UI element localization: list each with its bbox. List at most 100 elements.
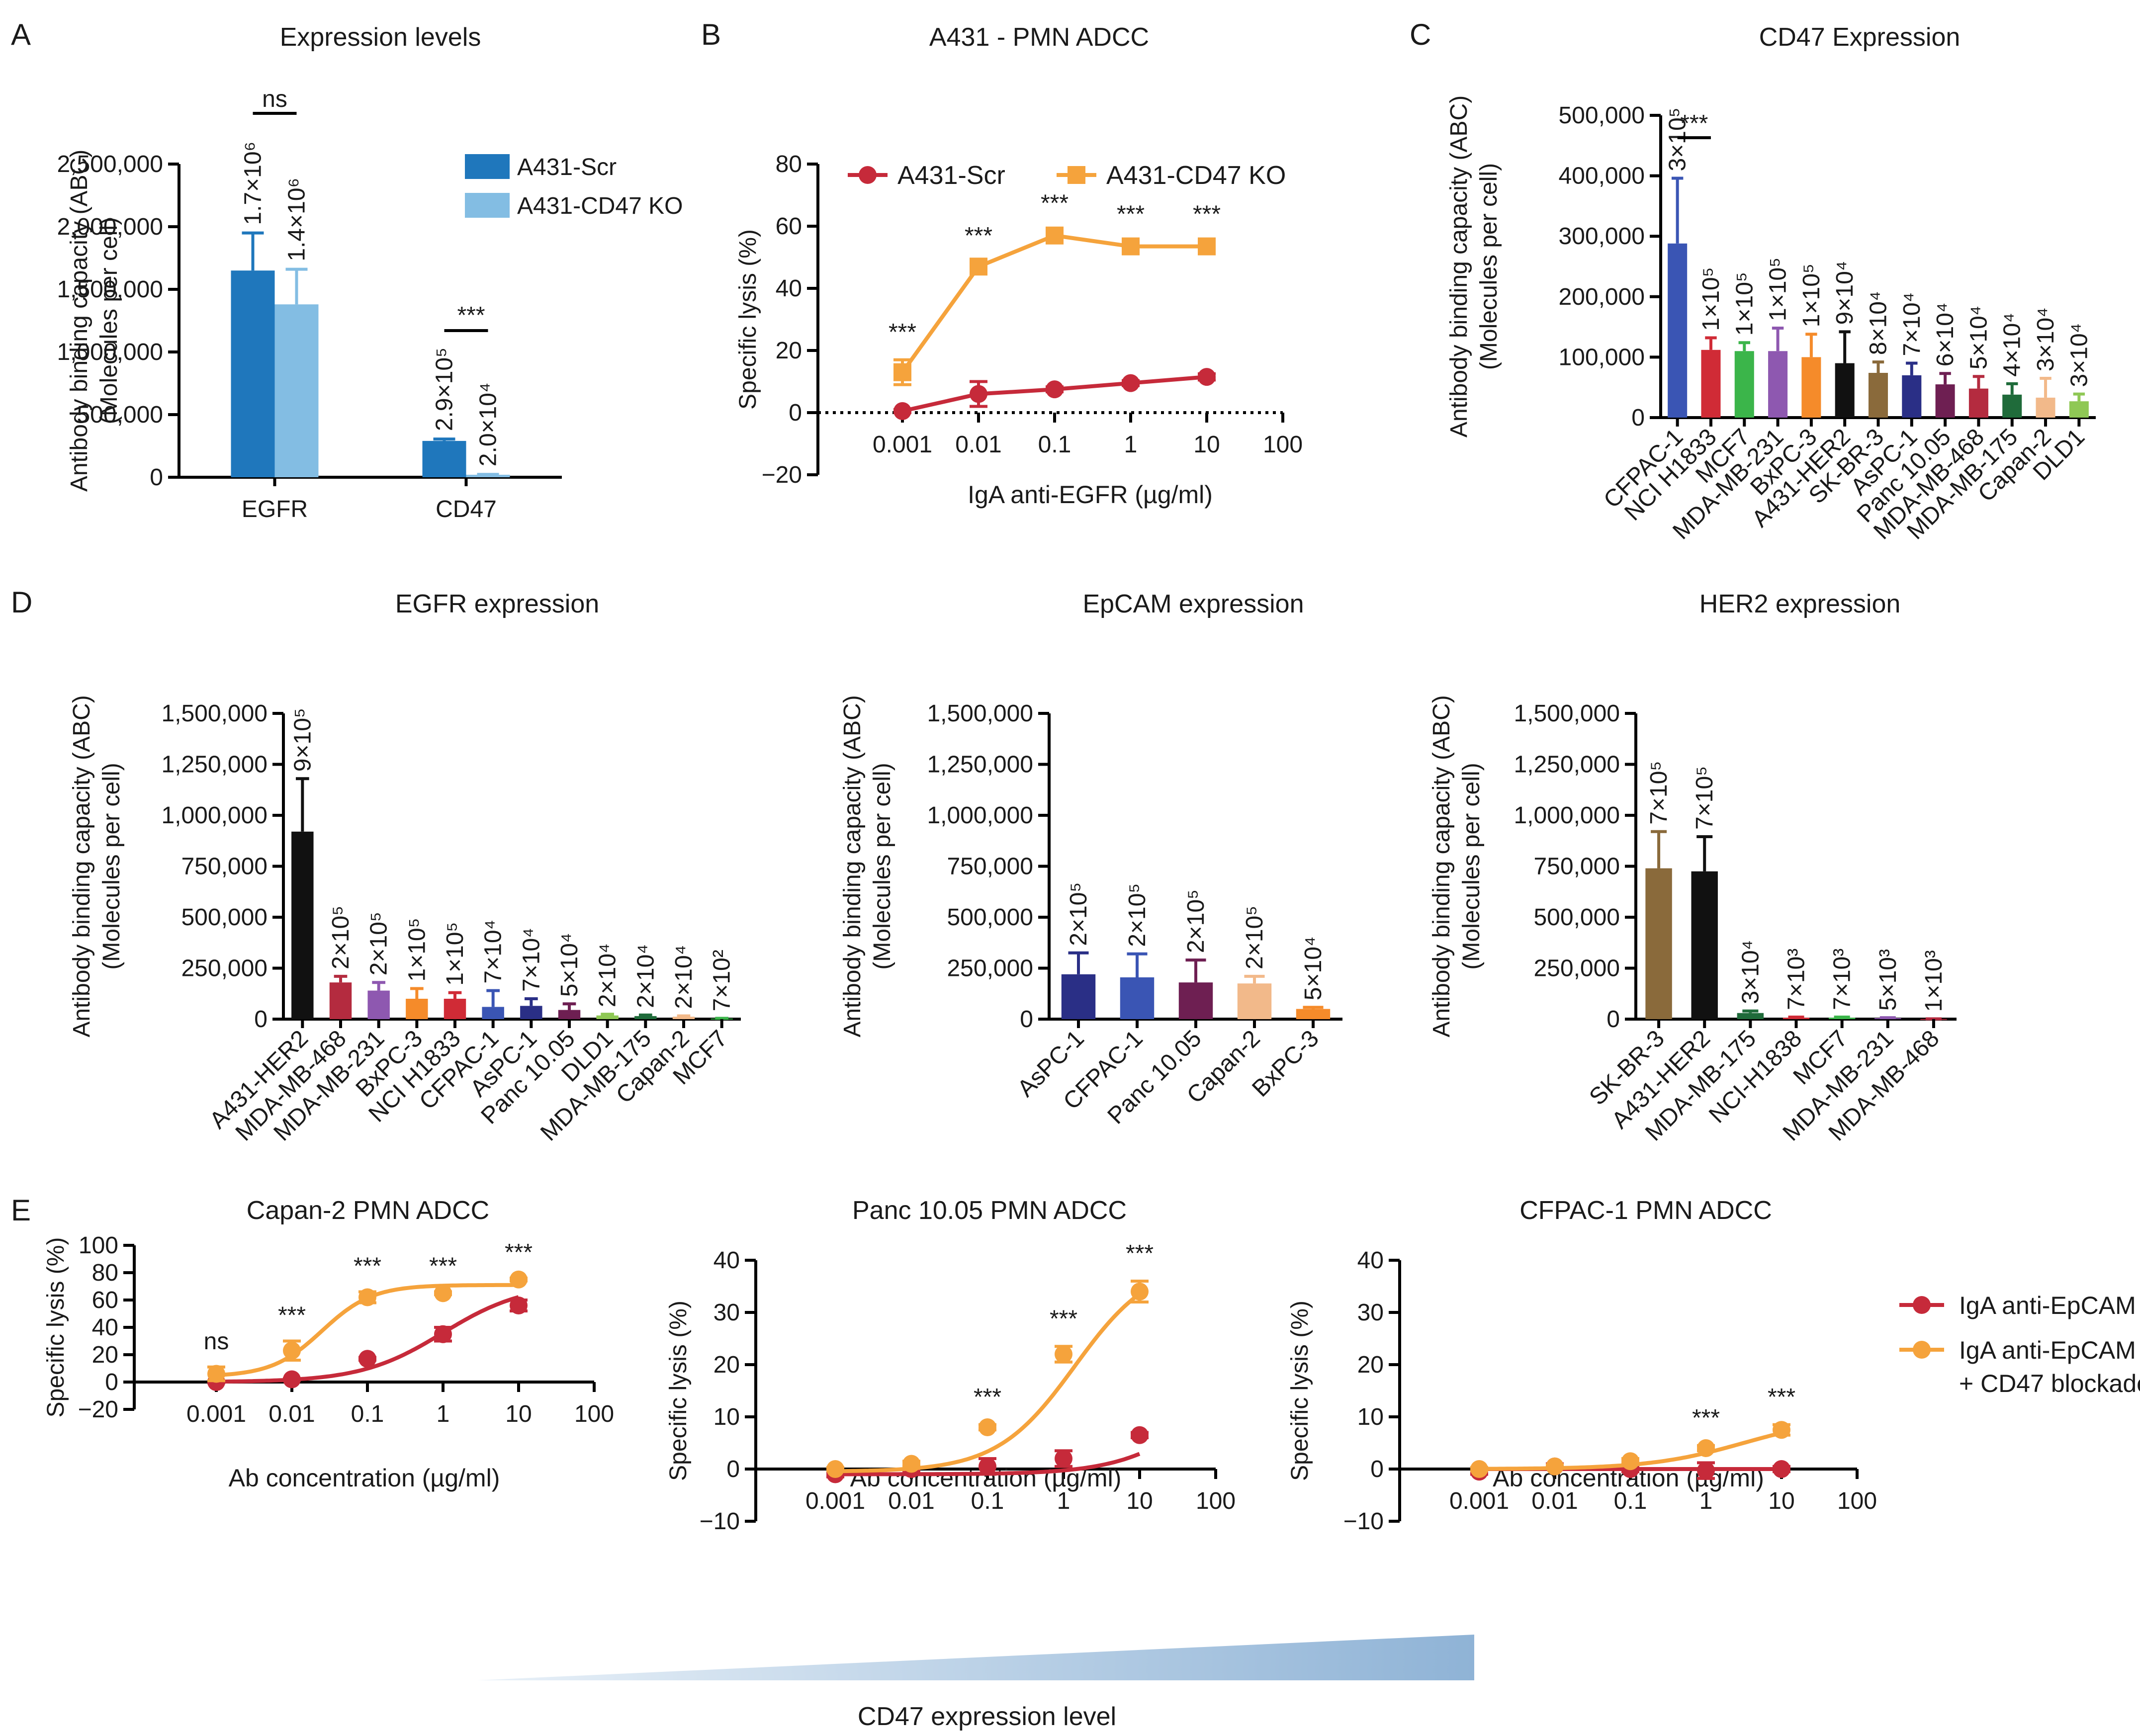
legend-marker bbox=[1913, 1296, 1931, 1314]
data-label: 6×10⁴ bbox=[1932, 302, 1959, 366]
data-point bbox=[1697, 1462, 1715, 1480]
panel-C: C CD47 Expression Antibody binding capacit… bbox=[1410, 18, 2096, 544]
data-label: 1×10⁵ bbox=[1798, 263, 1825, 327]
data-label: 7×10³ bbox=[1783, 949, 1810, 1010]
data-point bbox=[1122, 374, 1140, 392]
x-tick-label: 0.001 bbox=[186, 1401, 246, 1427]
x-tick-label: CD47 bbox=[436, 496, 497, 522]
significance-label: *** bbox=[1117, 201, 1145, 227]
significance-label: *** bbox=[429, 1253, 457, 1280]
bar-A431-CD47 KO-EGFR bbox=[274, 304, 319, 477]
bar-AsPC-1 bbox=[1061, 974, 1096, 1019]
panel-A-y-tick-label: 2,500,000 bbox=[57, 151, 163, 177]
significance-label: *** bbox=[1050, 1305, 1077, 1332]
data-label: 2×10⁵ bbox=[1066, 882, 1092, 946]
panel-D2-y-tick-label: 1,500,000 bbox=[927, 700, 1033, 727]
data-label: 7×10⁴ bbox=[518, 928, 544, 992]
data-label: 3×10⁵ bbox=[1665, 107, 1691, 171]
bar-BxPC-3 bbox=[1296, 1009, 1331, 1019]
panel-D1-y-tick-label: 1,500,000 bbox=[161, 700, 268, 727]
bar-DLD1 bbox=[2069, 401, 2089, 418]
panel-C-panel-letter: C bbox=[1410, 18, 1431, 51]
panel-E2-y-label: Specific lysis (%) bbox=[665, 1301, 692, 1481]
significance-label: *** bbox=[1041, 190, 1069, 216]
x-tick-label: 10 bbox=[505, 1401, 532, 1427]
data-point bbox=[970, 258, 987, 276]
x-tick-label: 100 bbox=[574, 1401, 614, 1427]
data-label: 9×10⁴ bbox=[1832, 261, 1858, 325]
panel-A-y-tick-label: 500,000 bbox=[77, 402, 163, 428]
data-label: 2×10⁵ bbox=[366, 912, 392, 975]
panel-C-y-tick-label: 500,000 bbox=[1558, 102, 1645, 129]
panel-B-y-label: Specific lysis (%) bbox=[735, 229, 761, 410]
significance-label: *** bbox=[1193, 201, 1221, 227]
panel-B-y-tick-label: 40 bbox=[776, 275, 802, 302]
panel-E1-y-tick-label: 20 bbox=[92, 1342, 118, 1368]
data-point bbox=[1131, 1283, 1149, 1301]
x-tick-label: 0.001 bbox=[1449, 1488, 1509, 1514]
bar-A431-HER2 bbox=[291, 831, 314, 1019]
panel-E1-y-tick-label: 40 bbox=[92, 1314, 118, 1341]
panel-D2-y-tick-label: 1,250,000 bbox=[927, 752, 1033, 778]
data-label: 8×10⁴ bbox=[1866, 291, 1892, 355]
series-IgA anti-EpCAM + CD47 blockade bbox=[1470, 1421, 1790, 1478]
panel-B-y-tick-label: 60 bbox=[776, 213, 802, 240]
panel-D1-y-tick-label: 500,000 bbox=[181, 904, 268, 931]
panel-D3-y-tick-label: 1,250,000 bbox=[1514, 752, 1620, 778]
panel-B-y-tick-label: 0 bbox=[789, 400, 802, 426]
panel-D1: D EGFR expression Antibody binding capacit… bbox=[11, 586, 741, 1146]
data-label: 1×10⁵ bbox=[442, 922, 468, 986]
data-label: 5×10⁴ bbox=[1300, 936, 1327, 1000]
series-A431-Scr bbox=[893, 368, 1216, 420]
bar-SK-BR-3 bbox=[1645, 868, 1672, 1019]
x-tick-label: 1 bbox=[1699, 1488, 1713, 1514]
data-point bbox=[893, 402, 911, 420]
panel-A-y-tick-label: 2,000,000 bbox=[57, 214, 163, 240]
data-label: 4×10⁴ bbox=[1999, 313, 2026, 377]
panel-A-panel-letter: A bbox=[11, 18, 31, 51]
gradient-label: CD47 expression level bbox=[858, 1702, 1116, 1731]
data-point bbox=[283, 1370, 301, 1389]
panel-E3-y-tick-label: 10 bbox=[1357, 1404, 1384, 1430]
panel-E1-panel-letter: E bbox=[11, 1194, 31, 1227]
data-label: 7×10⁵ bbox=[1646, 761, 1672, 825]
significance-label: *** bbox=[278, 1302, 306, 1329]
data-point bbox=[434, 1284, 452, 1302]
panel-E2: Panc 10.05 PMN ADCC Specific lysis (%) −10… bbox=[665, 1196, 1236, 1535]
data-label: 3×10⁴ bbox=[1737, 940, 1764, 1004]
panel-B-y-tick-label: −20 bbox=[762, 462, 802, 488]
data-label: 7×10² bbox=[709, 950, 735, 1011]
series-IgA anti-EpCAM bbox=[207, 1295, 528, 1391]
x-tick-label: 1 bbox=[1057, 1488, 1070, 1514]
x-tick-label: BxPC-3 bbox=[1247, 1025, 1324, 1102]
bar-MDA-MB-231 bbox=[1768, 351, 1788, 418]
panel-D3-y-tick-label: 500,000 bbox=[1533, 904, 1620, 931]
panel-E1-y-label: Specific lysis (%) bbox=[43, 1237, 69, 1418]
significance-label: ns bbox=[262, 86, 287, 112]
panel-D2-y-tick-label: 0 bbox=[1020, 1006, 1033, 1033]
bar-A431-Scr-EGFR bbox=[231, 270, 275, 477]
data-point bbox=[358, 1350, 376, 1368]
data-label: 2×10⁴ bbox=[632, 944, 659, 1008]
panel-E2-y-tick-label: −10 bbox=[700, 1508, 740, 1535]
data-label: 5×10⁴ bbox=[1965, 306, 1992, 370]
panel-B-x-label: IgA anti-EGFR (µg/ml) bbox=[968, 481, 1213, 509]
panel-D1-y-tick-label: 750,000 bbox=[181, 854, 268, 880]
significance-label: *** bbox=[354, 1253, 381, 1280]
panel-D1-y-tick-label: 250,000 bbox=[181, 955, 268, 982]
x-tick-label: EGFR bbox=[242, 496, 308, 522]
significance-label: *** bbox=[457, 302, 485, 329]
data-label: 7×10⁴ bbox=[1899, 292, 1925, 356]
panel-D2-y-tick-label: 500,000 bbox=[947, 904, 1033, 931]
data-label: 2×10⁵ bbox=[1242, 906, 1268, 969]
panel-D3-y-tick-label: 750,000 bbox=[1533, 854, 1620, 880]
panel-C-y-tick-label: 400,000 bbox=[1558, 163, 1645, 189]
data-point bbox=[1697, 1439, 1715, 1457]
data-point bbox=[1131, 1426, 1149, 1444]
x-tick-label: 0.1 bbox=[1614, 1488, 1647, 1514]
series-IgA anti-EpCAM + CD47 blockade bbox=[207, 1270, 528, 1383]
panel-E2-y-tick-label: 20 bbox=[713, 1352, 740, 1378]
panel-E1-y-tick-label: −20 bbox=[78, 1396, 118, 1423]
series-IgA anti-EpCAM + CD47 blockade bbox=[826, 1280, 1149, 1478]
